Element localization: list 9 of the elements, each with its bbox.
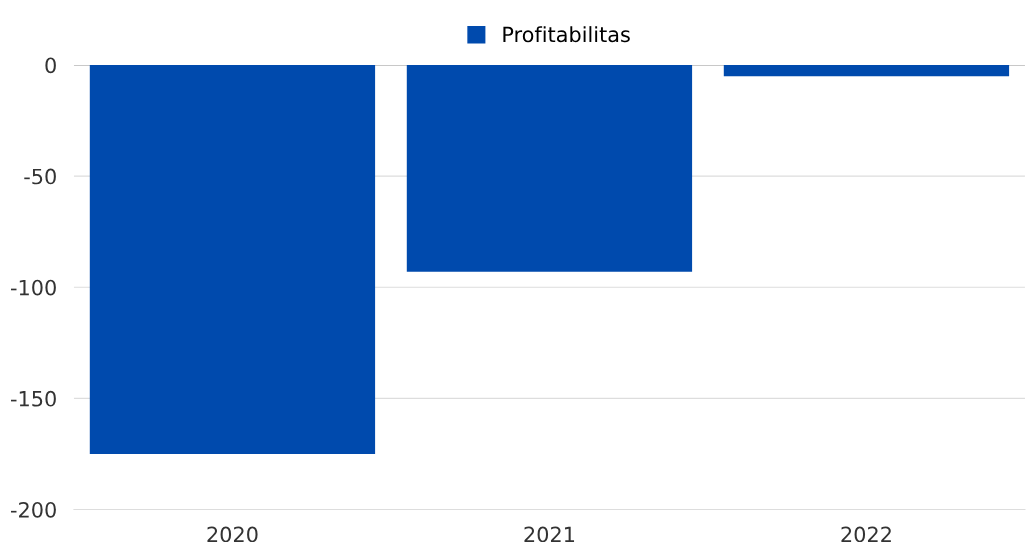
x-tick-label: 2020 [207, 526, 258, 542]
legend-label: Profitabilitas [503, 26, 630, 43]
y-tick-label: -200 [11, 501, 56, 518]
y-tick-label: -150 [11, 390, 56, 407]
y-tick-label: 0 [45, 57, 56, 74]
y-tick-label: -100 [11, 279, 56, 296]
x-tick-label: 2022 [841, 526, 891, 542]
x-tick-label: 2021 [524, 526, 575, 542]
y-tick-label: -50 [24, 168, 56, 185]
